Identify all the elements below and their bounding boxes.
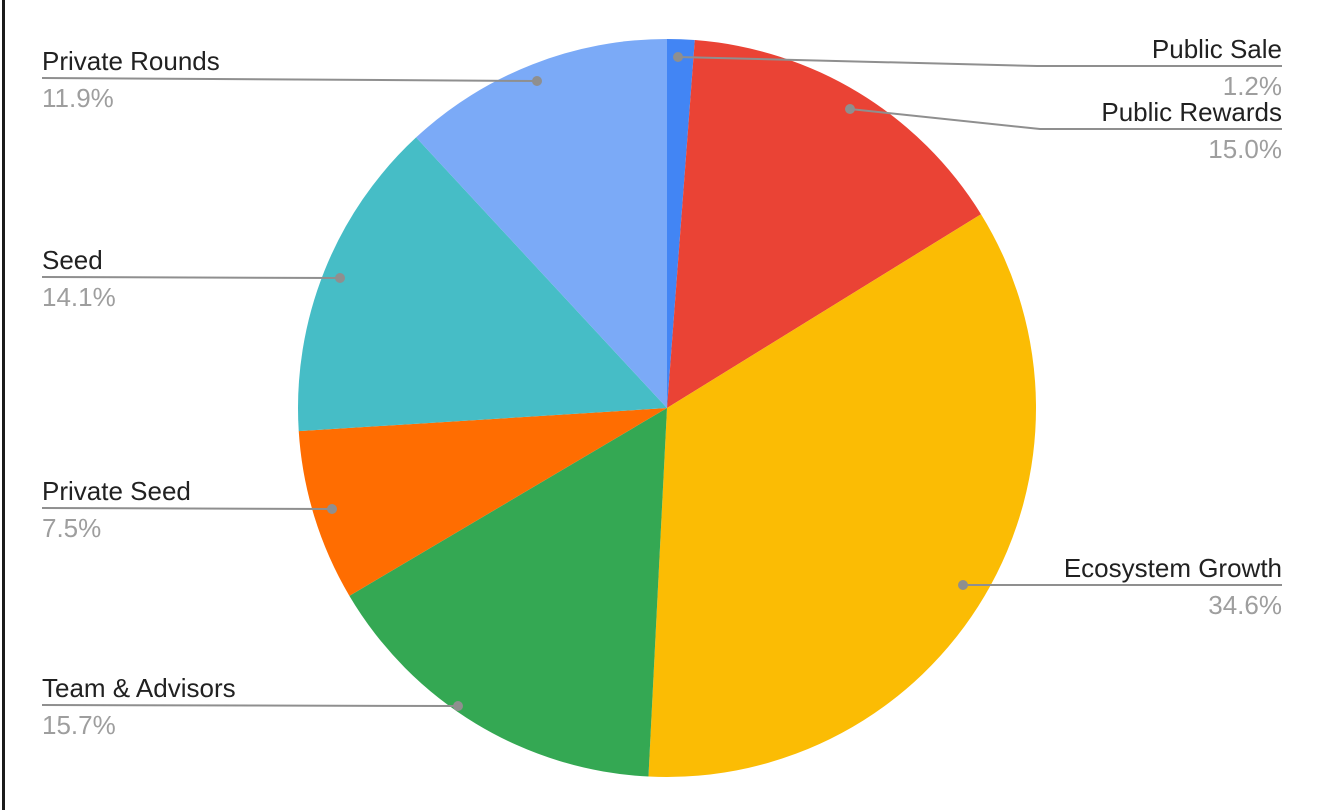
slice-label-private-seed: Private Seed (42, 476, 191, 506)
pie-slice-public-rewards[interactable] (667, 40, 982, 409)
slice-label-public-rewards: Public Rewards (1101, 97, 1282, 127)
leader-line-private-rounds (41, 77, 538, 82)
leader-line-public-sale (677, 56, 1282, 67)
slice-label-ecosystem-growth: Ecosystem Growth (1063, 553, 1282, 583)
leader-line-public-rewards (849, 108, 1282, 130)
slice-percent-ecosystem-growth: 34.6% (1208, 590, 1282, 620)
leader-dot-public-rewards (845, 104, 855, 114)
leader-line-private-seed (41, 507, 333, 510)
pie-slice-ecosystem-growth[interactable] (648, 214, 1037, 777)
pie-slice-seed[interactable] (298, 137, 667, 432)
slice-label-team-advisors: Team & Advisors (42, 673, 236, 703)
callout-team-advisors: Team & Advisors 15.7% (42, 673, 236, 740)
leader-dot-seed (335, 273, 345, 283)
callout-seed: Seed 14.1% (42, 245, 116, 312)
pie-slice-team-advisors[interactable] (349, 408, 667, 777)
pie-slice-public-sale[interactable] (667, 39, 695, 408)
callout-public-sale: Public Sale 1.2% (1152, 34, 1282, 101)
slice-percent-team-advisors: 15.7% (42, 710, 116, 740)
slice-percent-public-sale: 1.2% (1222, 71, 1282, 101)
pie-slice-private-seed[interactable] (298, 408, 667, 596)
callout-private-seed: Private Seed 7.5% (42, 476, 191, 543)
pie-slice-private-rounds[interactable] (416, 39, 667, 408)
window-left-border (2, 0, 5, 810)
leader-line-seed (41, 276, 341, 279)
leader-dot-public-sale (673, 52, 683, 62)
leader-dot-ecosystem-growth (958, 580, 968, 590)
slice-label-seed: Seed (42, 245, 103, 275)
leader-line-team-advisors (41, 704, 459, 707)
callout-ecosystem-growth: Ecosystem Growth 34.6% (1064, 553, 1282, 620)
slice-percent-private-rounds: 11.9% (42, 83, 114, 113)
leader-dot-team-advisors (453, 701, 463, 711)
slice-label-public-sale: Public Sale (1151, 34, 1282, 64)
callout-public-rewards: Public Rewards 15.0% (1101, 97, 1282, 164)
leader-dot-private-rounds (532, 76, 542, 86)
slice-label-private-rounds: Private Rounds (42, 46, 220, 76)
leader-dot-private-seed (327, 504, 337, 514)
slice-percent-private-seed: 7.5% (42, 513, 102, 543)
slice-percent-seed: 14.1% (42, 282, 116, 312)
slice-percent-public-rewards: 15.0% (1208, 134, 1282, 164)
callout-private-rounds: Private Rounds 11.9% (42, 46, 220, 113)
